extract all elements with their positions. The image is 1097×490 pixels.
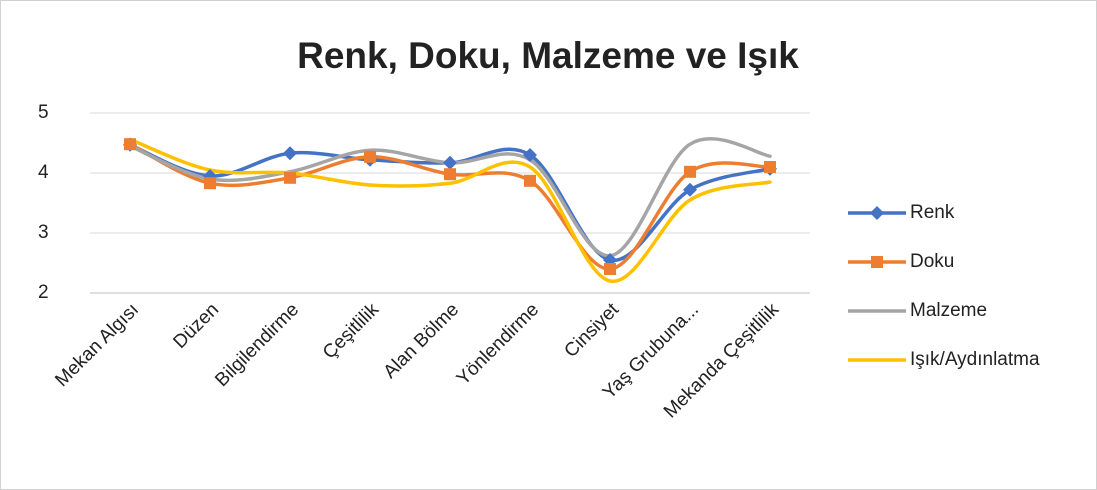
marker: [204, 177, 216, 190]
marker: [683, 182, 697, 197]
chart-title: Renk, Doku, Malzeme ve Işık: [297, 35, 799, 76]
y-tick-label: 2: [38, 282, 49, 303]
legend-label: Işık/Aydınlatma: [910, 349, 1040, 370]
y-tick-label: 5: [38, 102, 49, 123]
marker: [364, 150, 376, 163]
legend-marker: [870, 206, 884, 220]
marker: [124, 138, 136, 151]
marker: [764, 161, 776, 173]
marker: [283, 146, 297, 161]
legend-label: Doku: [910, 251, 954, 272]
marker: [684, 165, 696, 178]
y-tick-label: 3: [38, 222, 49, 243]
marker: [284, 171, 296, 184]
legend-label: Renk: [910, 202, 955, 223]
marker: [604, 263, 616, 275]
series-line: [128, 142, 772, 271]
legend-marker: [871, 256, 883, 268]
series-line: [128, 137, 772, 283]
y-tick-label: 4: [38, 162, 49, 183]
marker: [444, 168, 456, 181]
legend-label: Malzeme: [910, 300, 987, 321]
marker: [523, 148, 537, 162]
series-line: [128, 137, 772, 258]
marker: [524, 174, 536, 187]
marker: [443, 155, 457, 170]
